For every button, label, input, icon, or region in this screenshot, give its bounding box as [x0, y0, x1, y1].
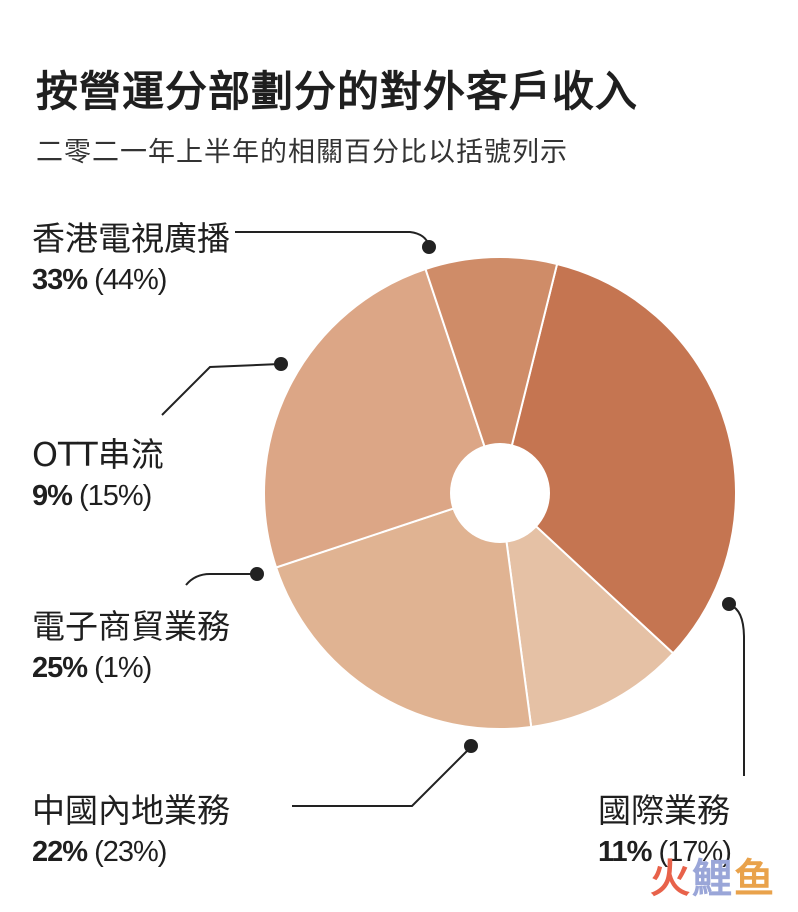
pie-slice-3: [263, 267, 502, 569]
chart-title: 按營運分部劃分的對外客戶收入: [36, 67, 639, 116]
leader-international: [729, 604, 745, 776]
leader-mainland-dot: [464, 739, 478, 753]
leader-ecommerce-dot: [250, 567, 264, 581]
pie-slice-0: [498, 262, 737, 655]
slice-label-pct: 9% (15%): [32, 480, 152, 512]
slice-label-pct: 11% (17%): [598, 836, 732, 868]
label-hk-tv: 香港電視廣播 33% (44%): [32, 218, 232, 300]
label-ecommerce: 電子商貿業務 25% (1%): [32, 606, 230, 688]
leader-ecommerce: [185, 573, 255, 586]
slice-label-pct: 25% (1%): [32, 652, 152, 684]
slice-label-name: 國際業務: [598, 791, 730, 830]
slice-label-name: OTT串流: [32, 435, 164, 474]
pie-slice-2: [274, 491, 533, 730]
leader-hk-tv-dot: [422, 240, 436, 254]
pie-slice-1: [498, 490, 675, 729]
slice-label-name: 中國內地業務: [32, 791, 230, 830]
slice-label-pct: 33% (44%): [32, 264, 167, 296]
slice-label-name: 香港電視廣播: [32, 219, 230, 258]
leader-ott: [161, 363, 281, 416]
donut-hole: [450, 443, 550, 543]
chart-subtitle: 二零二一年上半年的相關百分比以括號列示: [36, 137, 568, 168]
watermark-logo: 火鯉鱼: [650, 856, 776, 902]
slice-label-pct: 22% (23%): [32, 836, 167, 868]
slice-label-name: 電子商貿業務: [32, 607, 230, 646]
leader-mainland: [292, 747, 471, 807]
leader-international-dot: [722, 597, 736, 611]
pie-slice-4: [424, 256, 559, 497]
label-ott: OTT串流 9% (15%): [32, 434, 164, 516]
leader-hk-tv: [235, 231, 430, 247]
label-international: 國際業務 11% (17%): [598, 790, 732, 872]
leader-ott-dot: [274, 357, 288, 371]
label-mainland: 中國內地業務 22% (23%): [32, 790, 230, 872]
